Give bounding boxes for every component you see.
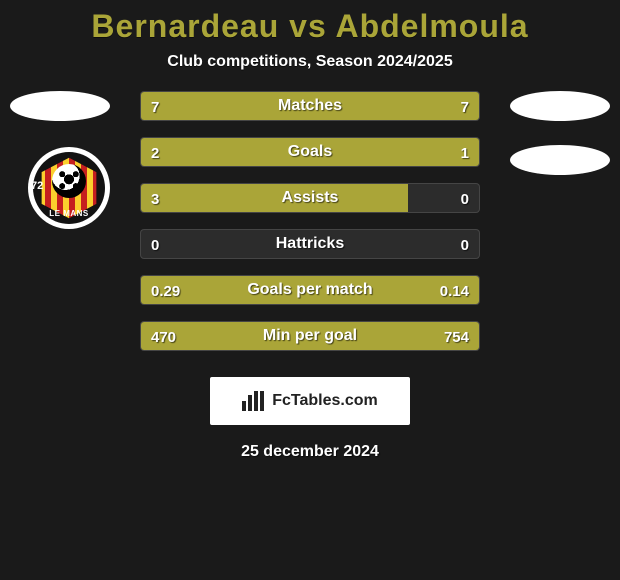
comparison-stage: LE MANS 72 77Matches 21Goals 30Assists 00Ha… [0, 91, 620, 367]
stat-label: Matches [141, 92, 479, 120]
stat-row-goals-per-match: 0.290.14Goals per match [140, 275, 480, 305]
brand-text: FcTables.com [272, 392, 378, 410]
generated-date: 25 december 2024 [241, 443, 379, 461]
page-subtitle: Club competitions, Season 2024/2025 [167, 53, 452, 71]
club-badge-ball-icon [52, 164, 86, 198]
stat-row-hattricks: 00Hattricks [140, 229, 480, 259]
club-badge-number: 72 [33, 180, 43, 192]
stat-row-min-per-goal: 470754Min per goal [140, 321, 480, 351]
comparison-bars: 77Matches 21Goals 30Assists 00Hattricks 0.29… [140, 91, 480, 351]
stat-row-matches: 77Matches [140, 91, 480, 121]
player-placeholder-right-1 [510, 91, 610, 121]
brand-badge[interactable]: FcTables.com [210, 377, 410, 425]
club-badge: LE MANS 72 [28, 147, 110, 229]
player-placeholder-left [10, 91, 110, 121]
player-placeholder-right-2 [510, 145, 610, 175]
club-badge-text: LE MANS [33, 209, 105, 218]
stat-row-goals: 21Goals [140, 137, 480, 167]
page-title: Bernardeau vs Abdelmoula [91, 8, 528, 45]
brand-logo-icon [242, 391, 266, 411]
stat-label: Hattricks [141, 230, 479, 258]
stat-label: Goals [141, 138, 479, 166]
stat-row-assists: 30Assists [140, 183, 480, 213]
stat-label: Min per goal [141, 322, 479, 350]
stat-label: Assists [141, 184, 479, 212]
stat-label: Goals per match [141, 276, 479, 304]
